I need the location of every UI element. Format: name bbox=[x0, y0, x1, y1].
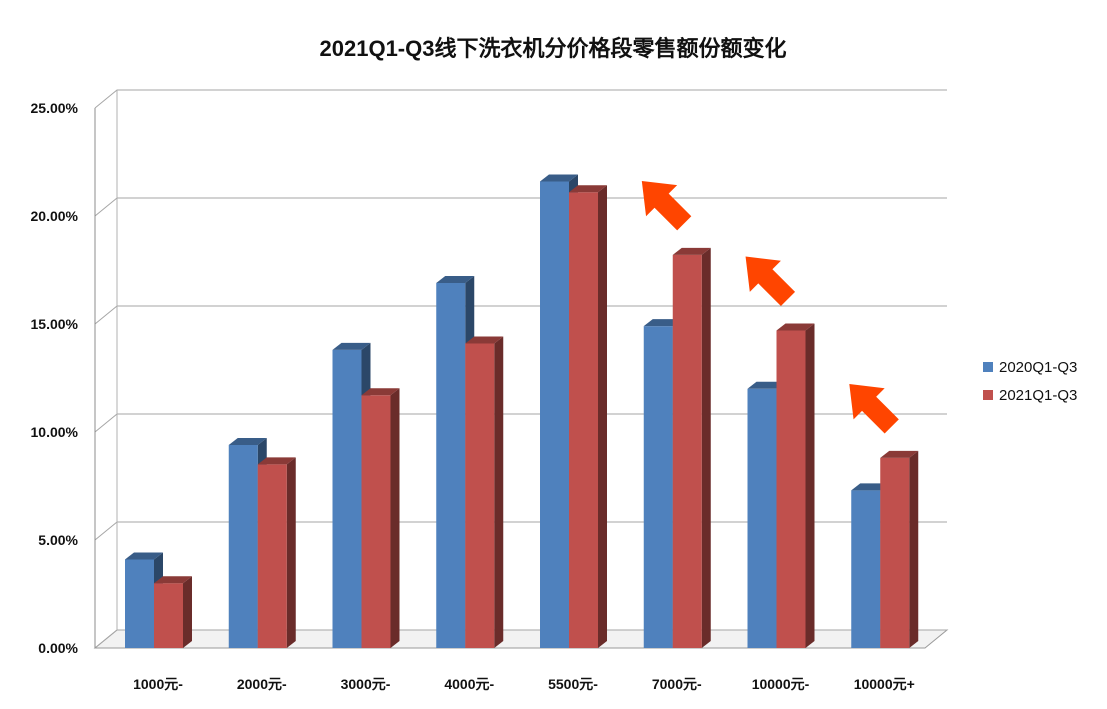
y-tick-label: 15.00% bbox=[31, 316, 79, 332]
bar bbox=[776, 323, 815, 648]
y-tick-label: 25.00% bbox=[31, 100, 79, 116]
bar-side bbox=[598, 185, 607, 649]
bar-top bbox=[569, 185, 607, 193]
y-tick-label: 5.00% bbox=[38, 532, 78, 548]
bar-top bbox=[257, 457, 296, 465]
bar-top bbox=[465, 336, 504, 344]
y-tick-label: 10.00% bbox=[31, 424, 79, 440]
x-tick-label: 10000元- bbox=[752, 676, 810, 692]
bar-side bbox=[390, 388, 400, 648]
gridline bbox=[94, 413, 947, 433]
bar-top bbox=[851, 483, 890, 491]
x-tick-label: 4000元- bbox=[444, 676, 494, 692]
bar-side bbox=[183, 576, 192, 648]
x-tick-label: 7000元- bbox=[652, 676, 702, 692]
gridline bbox=[94, 521, 947, 541]
x-tick-label: 5500元- bbox=[548, 676, 598, 692]
bar-front bbox=[540, 181, 569, 648]
bar-side bbox=[909, 450, 919, 648]
bar-front bbox=[465, 343, 495, 648]
bar-front bbox=[332, 349, 362, 648]
legend-swatch bbox=[983, 390, 993, 400]
bar-top bbox=[880, 450, 919, 458]
bar-top bbox=[228, 437, 267, 445]
bar-top bbox=[154, 576, 192, 584]
y-axis-tick-labels: 0.00% 5.00% 10.00% 15.00% 20.00% 25.00% bbox=[31, 100, 79, 656]
bar-side bbox=[805, 323, 815, 648]
bar-side bbox=[494, 336, 504, 648]
bar-front bbox=[125, 559, 154, 648]
y-tick-label: 20.00% bbox=[31, 208, 79, 224]
bar-front bbox=[436, 282, 466, 648]
bar-front bbox=[569, 192, 598, 649]
floor bbox=[93, 629, 949, 649]
chart-title: 2021Q1-Q3线下洗衣机分价格段零售额份额变化 bbox=[320, 36, 787, 61]
x-tick-label: 2000元- bbox=[237, 676, 287, 692]
bar-top bbox=[436, 275, 475, 283]
bar-front bbox=[257, 464, 287, 648]
bars bbox=[125, 174, 919, 649]
legend-entry: 2020Q1-Q3 bbox=[999, 359, 1077, 376]
legend: 2020Q1-Q3 2021Q1-Q3 bbox=[983, 359, 1077, 404]
bar-front bbox=[851, 490, 881, 648]
trend-arrows bbox=[641, 180, 899, 434]
bar-front bbox=[154, 583, 183, 648]
x-tick-label: 10000元+ bbox=[854, 676, 915, 692]
bar bbox=[569, 185, 607, 649]
bar bbox=[361, 388, 400, 648]
bar-front bbox=[747, 388, 777, 648]
bar-top bbox=[747, 381, 786, 389]
bar-side bbox=[286, 457, 296, 648]
bar-side bbox=[701, 247, 711, 648]
bar-front bbox=[643, 326, 673, 648]
legend-entry: 2021Q1-Q3 bbox=[999, 387, 1077, 404]
bar-front bbox=[672, 254, 702, 648]
bar-top bbox=[672, 247, 711, 255]
up-arrow-icon bbox=[641, 180, 692, 231]
bar-top bbox=[361, 388, 400, 396]
x-axis-tick-labels: 1000元- 2000元- 3000元- 4000元- 5500元- 7000元- 1000… bbox=[133, 676, 915, 692]
gridline bbox=[94, 89, 947, 109]
bar bbox=[465, 336, 504, 648]
gridline bbox=[94, 197, 947, 217]
up-arrow-icon bbox=[745, 256, 796, 307]
x-tick-label: 3000元- bbox=[341, 676, 391, 692]
bar-top bbox=[776, 323, 815, 331]
gridlines bbox=[93, 89, 949, 649]
x-tick-label: 1000元- bbox=[133, 676, 183, 692]
bar-top bbox=[540, 174, 578, 182]
bar bbox=[672, 247, 711, 648]
up-arrow-icon bbox=[849, 383, 899, 434]
bar-front bbox=[361, 395, 391, 648]
bar bbox=[880, 450, 919, 648]
bar-front bbox=[776, 330, 806, 648]
y-tick-label: 0.00% bbox=[38, 640, 78, 656]
bar-top bbox=[125, 552, 163, 560]
bar-front bbox=[880, 457, 910, 648]
bar bbox=[257, 457, 296, 648]
gridline bbox=[94, 305, 947, 325]
bar-front bbox=[228, 444, 258, 648]
bar-top bbox=[332, 342, 371, 350]
legend-swatch bbox=[983, 362, 993, 372]
bar-top bbox=[643, 319, 682, 327]
bar bbox=[154, 576, 192, 648]
